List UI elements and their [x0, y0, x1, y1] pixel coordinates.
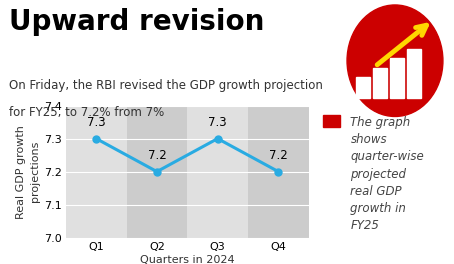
- Circle shape: [347, 5, 443, 116]
- Text: Upward revision: Upward revision: [9, 8, 264, 36]
- Text: 7.3: 7.3: [208, 116, 227, 129]
- Bar: [407, 49, 421, 98]
- Text: 7.2: 7.2: [269, 149, 288, 162]
- Bar: [66, 106, 127, 238]
- Text: projected: projected: [350, 168, 406, 181]
- Bar: [373, 68, 387, 98]
- Bar: [248, 106, 309, 238]
- Text: shows: shows: [350, 133, 387, 146]
- Bar: [323, 115, 340, 127]
- Bar: [356, 77, 370, 98]
- Text: real GDP: real GDP: [350, 185, 402, 198]
- Bar: [390, 58, 404, 98]
- Y-axis label: Real GDP growth
projections: Real GDP growth projections: [16, 125, 39, 219]
- Bar: [188, 106, 248, 238]
- Text: FY25: FY25: [350, 219, 380, 232]
- Text: The graph: The graph: [350, 116, 411, 129]
- Text: On Friday, the RBI revised the GDP growth projection: On Friday, the RBI revised the GDP growt…: [9, 79, 323, 92]
- Bar: [127, 106, 188, 238]
- Text: for FY25, to 7.2% from 7%: for FY25, to 7.2% from 7%: [9, 106, 164, 119]
- Text: growth in: growth in: [350, 202, 406, 215]
- Text: 7.2: 7.2: [148, 149, 166, 162]
- Text: quarter-wise: quarter-wise: [350, 150, 424, 163]
- Text: 7.3: 7.3: [87, 116, 105, 129]
- X-axis label: Quarters in 2024: Quarters in 2024: [140, 254, 235, 264]
